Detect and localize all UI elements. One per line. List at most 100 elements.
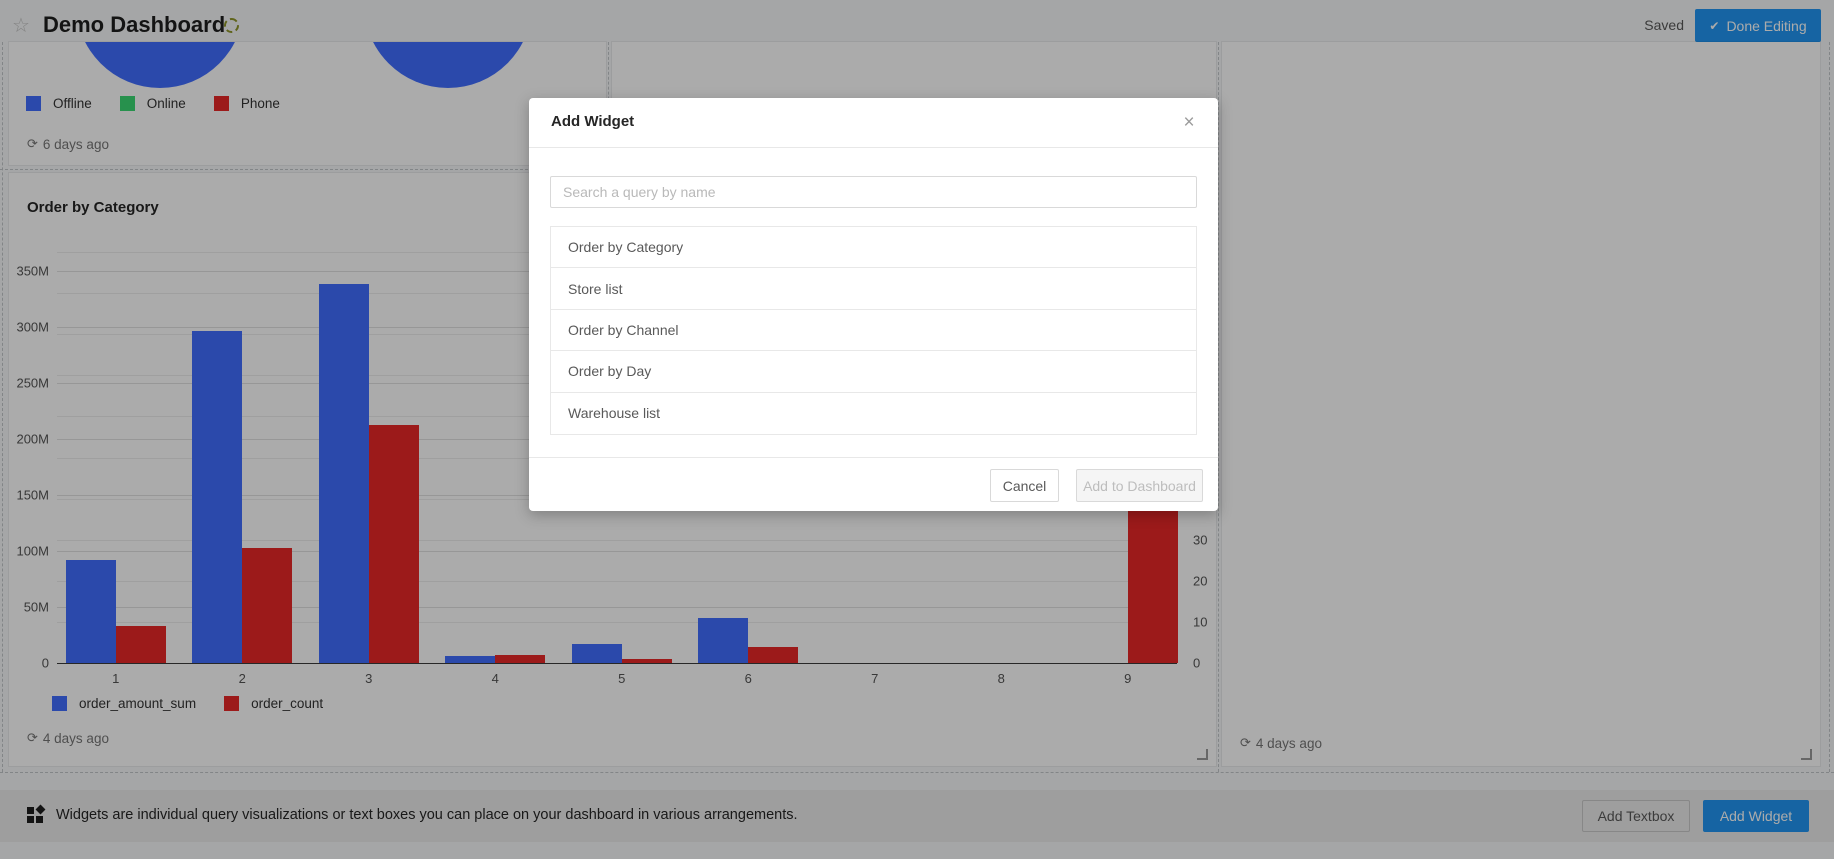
legend-label: order_amount_sum bbox=[79, 696, 197, 711]
bar-order-count bbox=[368, 425, 419, 663]
favorite-star-icon[interactable]: ☆ bbox=[12, 15, 30, 37]
grid-guide-line bbox=[1829, 42, 1830, 772]
legend-label: order_count bbox=[251, 696, 324, 711]
loading-spinner-icon bbox=[224, 18, 239, 33]
y-axis-tick-left: 350M bbox=[16, 263, 49, 279]
updated-text: 4 days ago bbox=[1255, 735, 1322, 751]
legend-swatch-icon bbox=[52, 696, 67, 711]
done-editing-button[interactable]: ✔ Done Editing bbox=[1695, 9, 1821, 42]
y-axis-tick-right: 20 bbox=[1193, 573, 1208, 589]
gridline-left bbox=[57, 551, 1177, 552]
x-axis-tick: 1 bbox=[112, 671, 120, 686]
updated-text: 6 days ago bbox=[42, 136, 109, 152]
widget-resize-handle[interactable] bbox=[1197, 749, 1208, 760]
bar-order-count bbox=[115, 626, 166, 663]
x-axis-tick: 4 bbox=[491, 671, 499, 686]
widget-pie-chart[interactable]: Offline Online Phone ⟳ 6 days ago bbox=[9, 42, 606, 165]
y-axis-tick-left: 50M bbox=[23, 599, 49, 615]
legend-item[interactable]: Online bbox=[119, 96, 186, 111]
query-list-item[interactable]: Order by Channel bbox=[551, 310, 1196, 352]
legend-item[interactable]: Phone bbox=[213, 96, 280, 111]
legend-item[interactable]: Offline bbox=[26, 96, 92, 111]
y-axis-tick-left: 250M bbox=[16, 375, 49, 391]
bar-order-count bbox=[621, 659, 672, 663]
legend-swatch-icon bbox=[213, 96, 229, 111]
bar-order-count bbox=[242, 548, 293, 663]
legend-swatch-icon bbox=[224, 696, 240, 711]
query-list-item[interactable]: Store list bbox=[551, 268, 1196, 310]
add-widget-button[interactable]: Add Widget bbox=[1703, 800, 1809, 832]
legend-label: Phone bbox=[240, 96, 280, 111]
dashboard-header: ☆ Demo Dashboard Saved ✔ Done Editing bbox=[0, 0, 1834, 48]
query-search-input[interactable] bbox=[550, 176, 1197, 208]
cancel-button[interactable]: Cancel bbox=[990, 469, 1059, 502]
pie-legend: Offline Online Phone bbox=[26, 96, 308, 111]
query-list-item[interactable]: Order by Category bbox=[551, 227, 1196, 269]
bar-order-amount-sum bbox=[445, 656, 496, 663]
gridline-right bbox=[57, 539, 1177, 541]
bar-order-count bbox=[495, 655, 546, 663]
x-axis-tick: 9 bbox=[1124, 671, 1132, 686]
modal-title: Add Widget bbox=[551, 113, 635, 130]
gridline-right bbox=[57, 621, 1177, 623]
updated-text: 4 days ago bbox=[42, 730, 109, 746]
query-list-item[interactable]: Order by Day bbox=[551, 351, 1196, 393]
x-axis-tick: 7 bbox=[871, 671, 879, 686]
x-axis-tick: 3 bbox=[365, 671, 373, 686]
bar-order-count bbox=[748, 647, 799, 663]
bar-order-amount-sum bbox=[571, 644, 622, 663]
grid-guide-line bbox=[2, 42, 3, 772]
chart-legend: order_amount_sum order_count bbox=[52, 696, 351, 711]
add-textbox-button[interactable]: Add Textbox bbox=[1582, 800, 1690, 832]
y-axis-tick-left: 200M bbox=[16, 431, 49, 447]
legend-label: Online bbox=[146, 96, 186, 111]
modal-footer: Cancel Add to Dashboard bbox=[529, 457, 1218, 511]
legend-swatch-icon bbox=[119, 96, 135, 111]
x-axis-line bbox=[57, 663, 1177, 664]
x-axis-tick: 6 bbox=[744, 671, 752, 686]
grid-guide-line bbox=[1218, 42, 1219, 772]
edit-toolbar: Widgets are individual query visualizati… bbox=[0, 790, 1834, 842]
query-list: Order by Category Store list Order by Chan… bbox=[550, 226, 1197, 435]
modal-header: Add Widget × bbox=[529, 98, 1218, 148]
widget-updated-timestamp: ⟳ 6 days ago bbox=[27, 136, 109, 152]
widgets-grid-icon bbox=[27, 804, 46, 824]
close-icon[interactable]: × bbox=[1176, 110, 1202, 136]
refresh-icon: ⟳ bbox=[27, 730, 38, 745]
y-axis-tick-right: 0 bbox=[1193, 655, 1201, 671]
refresh-icon: ⟳ bbox=[1240, 735, 1251, 750]
query-list-item[interactable]: Warehouse list bbox=[568, 405, 661, 422]
legend-label: Offline bbox=[53, 96, 92, 111]
gridline-right bbox=[57, 580, 1177, 582]
x-axis-tick: 8 bbox=[997, 671, 1005, 686]
bar-order-amount-sum bbox=[698, 618, 749, 663]
bar-order-amount-sum bbox=[192, 331, 243, 663]
y-axis-tick-right: 30 bbox=[1193, 532, 1208, 548]
y-axis-tick-left: 300M bbox=[16, 319, 49, 335]
saved-status: Saved bbox=[1644, 17, 1684, 33]
y-axis-tick-left: 0 bbox=[41, 655, 49, 671]
refresh-icon: ⟳ bbox=[27, 136, 38, 151]
dashboard-title: Demo Dashboard bbox=[43, 12, 226, 37]
x-axis-tick: 5 bbox=[618, 671, 626, 686]
add-to-dashboard-button[interactable]: Add to Dashboard bbox=[1076, 469, 1203, 502]
gridline-left bbox=[57, 607, 1177, 608]
done-editing-label: Done Editing bbox=[1726, 17, 1807, 34]
widget-updated-timestamp: ⟳ 4 days ago bbox=[1240, 735, 1322, 751]
widgets-hint-text: Widgets are individual query visualizati… bbox=[56, 807, 798, 823]
chart-title: Order by Category bbox=[27, 199, 159, 216]
widget-resize-handle[interactable] bbox=[1801, 749, 1812, 760]
y-axis-tick-right: 10 bbox=[1193, 614, 1208, 630]
legend-swatch-icon bbox=[26, 96, 41, 111]
x-axis-tick: 2 bbox=[238, 671, 246, 686]
y-axis-tick-left: 100M bbox=[16, 543, 49, 559]
legend-item[interactable]: order_amount_sum bbox=[52, 696, 196, 711]
y-axis-tick-left: 150M bbox=[16, 487, 49, 503]
bar-order-amount-sum bbox=[318, 284, 369, 663]
legend-item[interactable]: order_count bbox=[224, 696, 323, 711]
widget-updated-timestamp: ⟳ 4 days ago bbox=[27, 730, 109, 746]
check-icon: ✔ bbox=[1709, 18, 1720, 33]
widget-right[interactable]: ⟳ 4 days ago bbox=[1222, 42, 1820, 766]
